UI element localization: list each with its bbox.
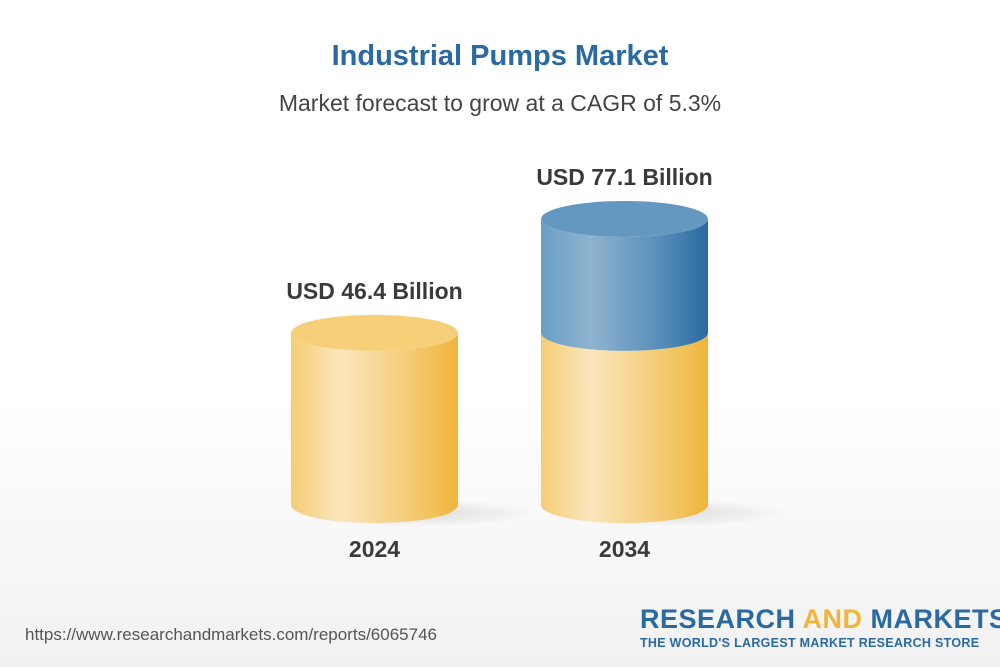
bar-base-segment-2034 bbox=[541, 332, 708, 523]
logo-tagline: THE WORLD'S LARGEST MARKET RESEARCH STOR… bbox=[640, 636, 980, 650]
data-label: USD 77.1 Billion bbox=[536, 164, 712, 190]
bar-top-2024 bbox=[291, 314, 458, 351]
category-label: 2034 bbox=[599, 536, 650, 562]
logo-text-and: AND bbox=[802, 604, 863, 634]
research-and-markets-logo: RESEARCH AND MARKETS THE WORLD'S LARGEST… bbox=[640, 604, 1000, 650]
chart-title: Industrial Pumps Market bbox=[331, 40, 669, 72]
category-label: 2024 bbox=[349, 536, 400, 562]
bar-top-2034 bbox=[541, 200, 708, 237]
source-url[interactable]: https://www.researchandmarkets.com/repor… bbox=[25, 625, 437, 644]
logo-text: RESEARCH bbox=[640, 604, 803, 634]
chart-subtitle: Market forecast to grow at a CAGR of 5.3… bbox=[278, 90, 722, 116]
data-label: USD 46.4 Billion bbox=[286, 278, 462, 304]
logo-text: MARKETS bbox=[862, 604, 1000, 634]
bar-2024 bbox=[291, 332, 459, 523]
bar-growth-segment-2034 bbox=[541, 218, 708, 351]
